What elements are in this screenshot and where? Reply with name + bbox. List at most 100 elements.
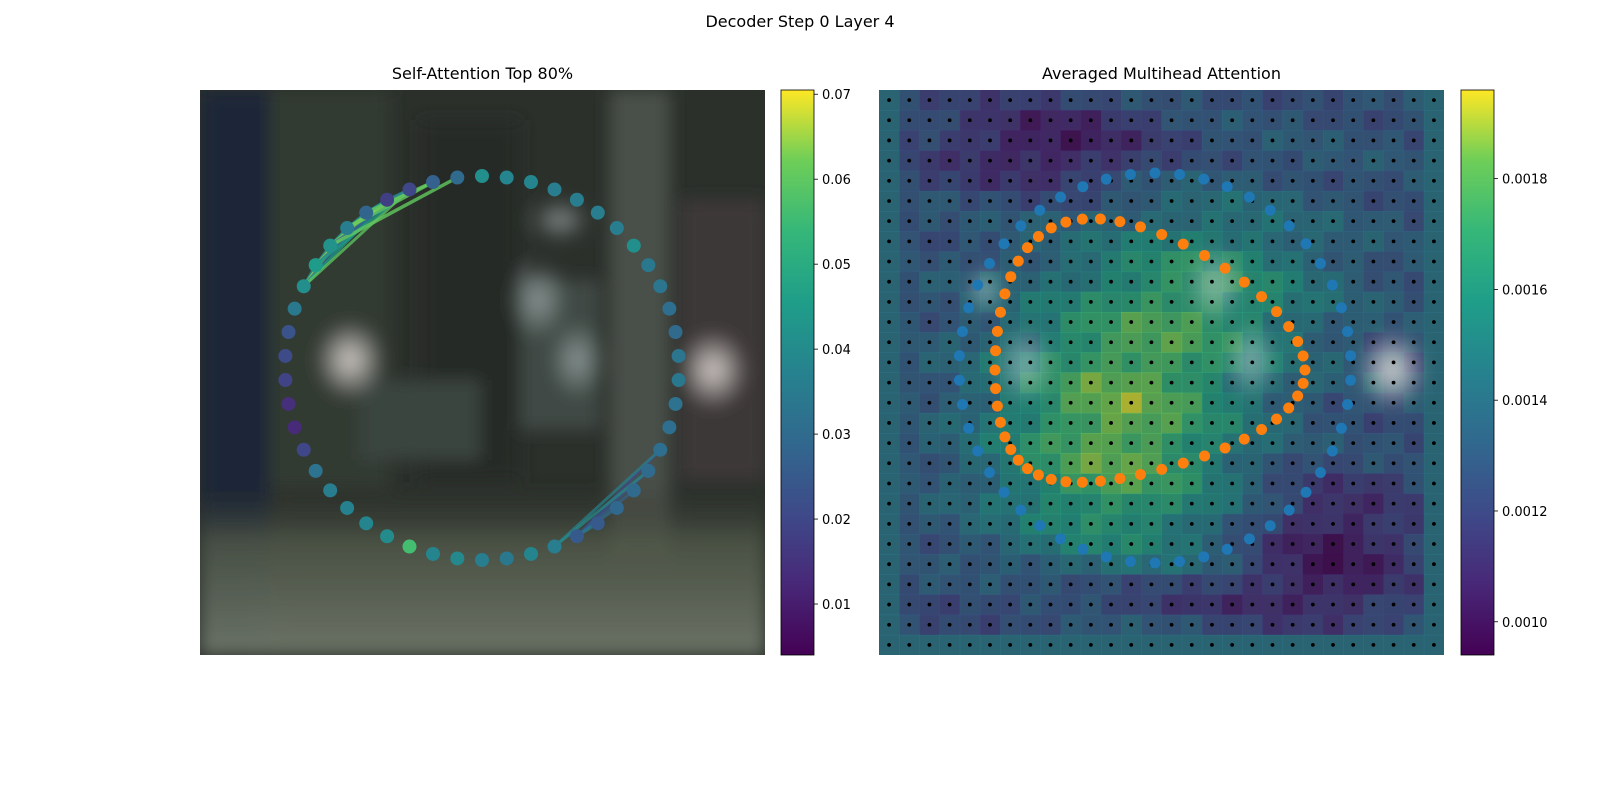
grid-dot xyxy=(1109,400,1113,405)
grid-dot xyxy=(988,340,992,345)
grid-dot xyxy=(1189,279,1194,284)
orange-point xyxy=(1199,450,1211,462)
grid-dot xyxy=(1411,98,1416,102)
grid-dot xyxy=(947,461,952,466)
grid-dot xyxy=(1391,643,1396,647)
grid-dot xyxy=(1169,178,1174,183)
figure-title: Decoder Step 0 Layer 4 xyxy=(705,12,895,31)
grid-dot xyxy=(1270,138,1275,143)
grid-dot xyxy=(1048,98,1053,102)
grid-dot xyxy=(1068,118,1073,123)
grid-dot xyxy=(1189,481,1194,486)
grid-dot xyxy=(1109,158,1113,163)
grid-dot xyxy=(988,521,992,526)
grid-dot xyxy=(1270,340,1275,345)
grid-dot xyxy=(1270,602,1275,607)
grid-dot xyxy=(907,279,912,284)
orange-point xyxy=(1021,463,1033,475)
orange-point xyxy=(1076,213,1088,225)
query-point xyxy=(380,529,395,544)
orange-point xyxy=(1114,473,1126,485)
grid-dot xyxy=(1028,441,1033,446)
grid-dot xyxy=(1129,461,1134,466)
grid-dot xyxy=(1068,178,1073,183)
blue-point xyxy=(1335,302,1347,314)
grid-dot xyxy=(1169,158,1174,163)
grid-dot xyxy=(887,340,891,345)
grid-dot xyxy=(887,602,891,607)
grid-dot xyxy=(1290,199,1295,203)
grid-dot xyxy=(1351,461,1356,466)
query-point xyxy=(450,551,465,566)
orange-point xyxy=(1297,350,1309,362)
grid-dot xyxy=(1149,178,1154,183)
grid-dot xyxy=(1391,441,1396,446)
grid-dot xyxy=(1088,299,1093,304)
blue-point xyxy=(1174,555,1186,567)
grid-dot xyxy=(1008,481,1013,486)
grid-dot xyxy=(887,299,891,304)
grid-dot xyxy=(1068,562,1073,567)
grid-dot xyxy=(1169,441,1174,446)
grid-dot xyxy=(1411,622,1416,627)
grid-dot xyxy=(1048,562,1053,567)
grid-dot xyxy=(1129,239,1134,244)
grid-dot xyxy=(967,562,972,567)
grid-dot xyxy=(1290,521,1295,526)
orange-point xyxy=(1283,402,1295,414)
query-point xyxy=(626,483,641,498)
grid-dot xyxy=(1230,138,1235,143)
grid-dot xyxy=(887,138,891,143)
grid-dot xyxy=(887,542,891,546)
grid-dot xyxy=(1109,602,1113,607)
orange-point xyxy=(1094,475,1106,487)
grid-dot xyxy=(1169,219,1174,224)
orange-point xyxy=(1297,377,1309,389)
query-point xyxy=(296,442,311,457)
grid-dot xyxy=(1169,199,1174,203)
blue-point xyxy=(998,238,1010,250)
grid-dot xyxy=(1250,643,1255,647)
colorbar-tick-label: 0.07 xyxy=(822,88,851,103)
blue-point xyxy=(1077,181,1089,193)
query-point xyxy=(402,539,417,554)
grid-dot xyxy=(1169,320,1174,324)
grid-dot xyxy=(1310,400,1315,405)
grid-dot xyxy=(1411,421,1416,425)
grid-dot xyxy=(1088,259,1093,264)
grid-dot xyxy=(1149,542,1154,546)
grid-dot xyxy=(1028,199,1033,203)
query-point xyxy=(499,551,514,566)
grid-dot xyxy=(967,542,972,546)
blue-point xyxy=(1034,204,1046,216)
query-point xyxy=(296,279,311,294)
grid-dot xyxy=(1210,299,1214,304)
grid-dot xyxy=(1310,239,1315,244)
grid-dot xyxy=(1371,622,1376,627)
grid-dot xyxy=(1048,219,1053,224)
query-point xyxy=(547,539,562,554)
attention-line xyxy=(365,180,434,215)
grid-dot xyxy=(1250,239,1255,244)
grid-dot xyxy=(947,622,952,627)
blue-point xyxy=(1283,504,1295,516)
grid-dot xyxy=(1432,158,1436,163)
grid-reference-dots xyxy=(887,98,1436,647)
grid-dot xyxy=(1109,622,1113,627)
grid-dot xyxy=(1109,320,1113,324)
grid-dot xyxy=(967,118,972,123)
orange-point xyxy=(991,400,1003,412)
query-point xyxy=(668,396,683,411)
grid-dot xyxy=(1432,219,1436,224)
orange-point xyxy=(999,288,1011,300)
blue-point xyxy=(1326,445,1338,457)
orange-point xyxy=(1292,390,1304,402)
grid-dot xyxy=(1391,158,1396,163)
grid-dot xyxy=(1149,643,1154,647)
blue-point xyxy=(1221,181,1233,193)
grid-dot xyxy=(947,602,952,607)
grid-dot xyxy=(967,380,972,385)
grid-dot xyxy=(988,643,992,647)
grid-dot xyxy=(1028,501,1033,506)
grid-dot xyxy=(1149,602,1154,607)
